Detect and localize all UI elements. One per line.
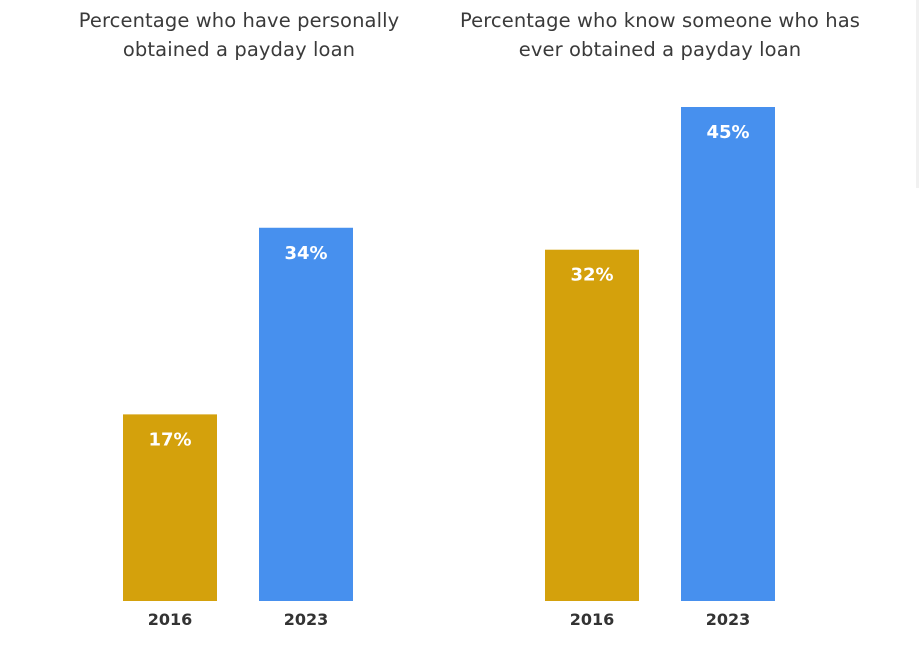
chart-2-value-label-2023: 45% xyxy=(706,122,749,143)
chart-1-bar-2023 xyxy=(259,227,353,601)
chart-1-bar-2016 xyxy=(123,414,217,601)
chart-2-bar-2016 xyxy=(545,249,639,601)
chart-1-x-tick-label-2016: 2016 xyxy=(148,610,193,629)
right-edge-divider xyxy=(916,0,919,188)
chart-2-x-tick-label-2023: 2023 xyxy=(706,610,751,629)
chart-1-value-label-2016: 17% xyxy=(148,429,191,450)
chart-1-value-label-2023: 34% xyxy=(284,243,327,264)
chart-2-title: Percentage who know someone who has ever… xyxy=(459,9,861,61)
chart-2-value-label-2016: 32% xyxy=(570,265,613,286)
chart-1-title: Percentage who have personally obtained … xyxy=(78,9,400,61)
chart-2-x-tick-label-2016: 2016 xyxy=(570,610,615,629)
chart-2-bar-2023 xyxy=(681,107,775,601)
chart-1-x-tick-label-2023: 2023 xyxy=(284,610,329,629)
